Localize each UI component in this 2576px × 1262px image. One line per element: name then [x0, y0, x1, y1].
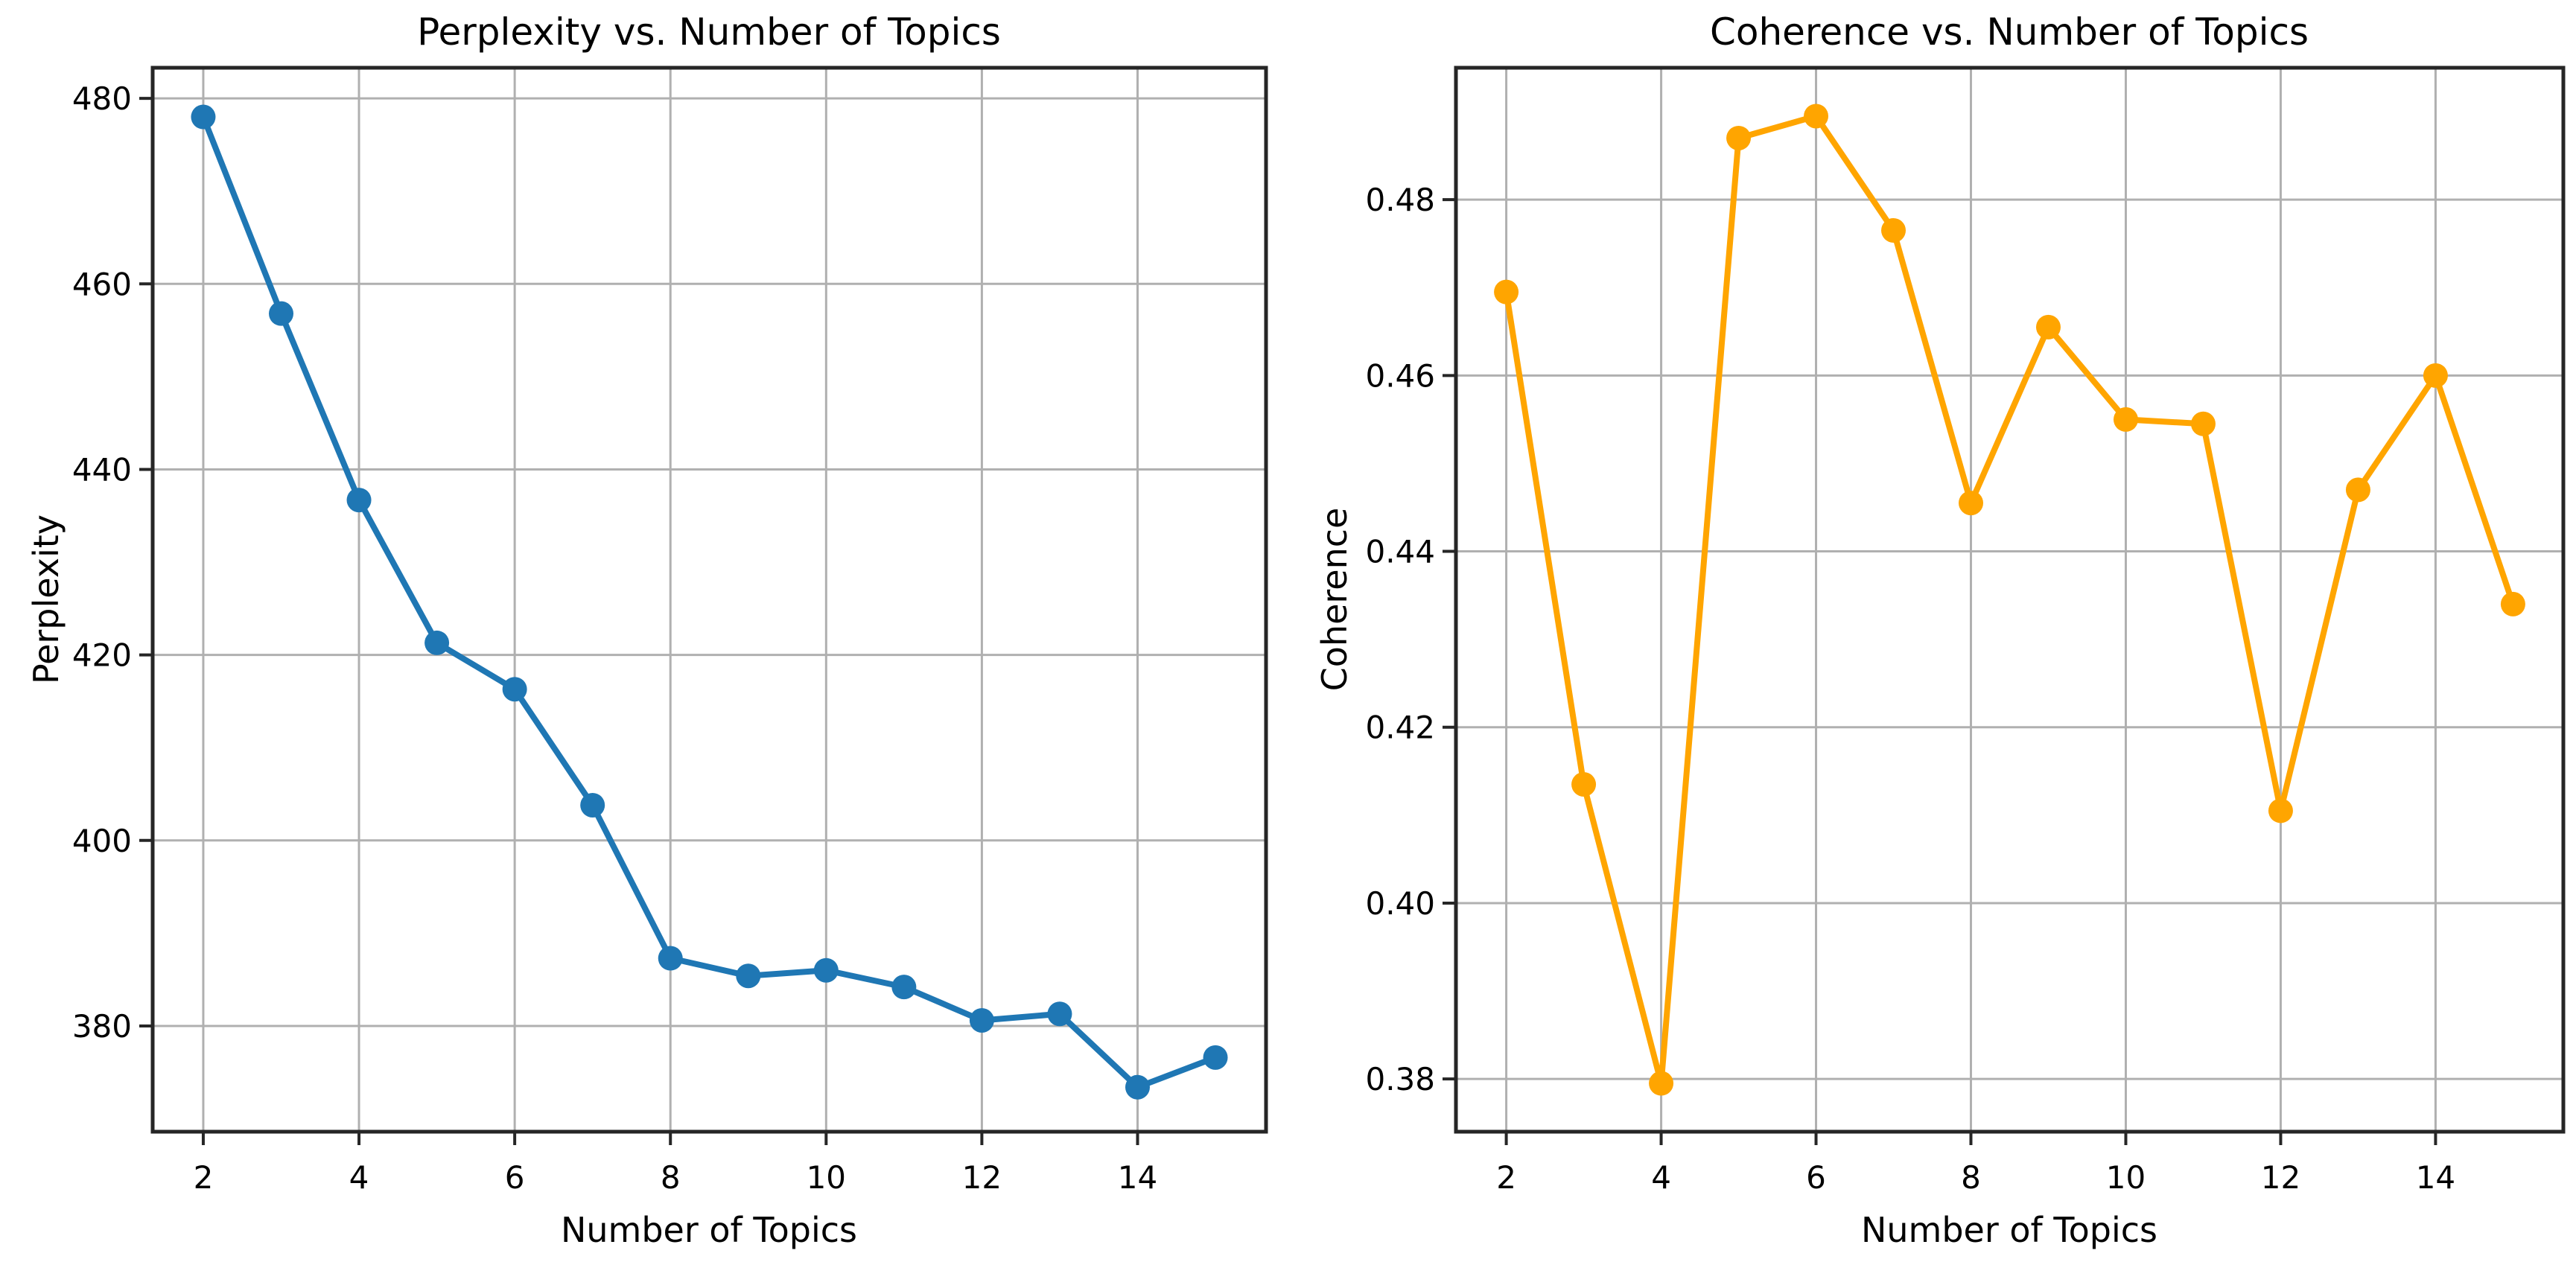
data-point-coherence-x11	[2190, 411, 2216, 436]
data-point-perplexity-x2	[191, 104, 216, 130]
x-tick-label-12: 12	[962, 1159, 1002, 1196]
data-point-perplexity-x5	[424, 630, 450, 655]
perplexity-plot-svg: 2 4 6 8 10 12 14 380 400 420 440 460 480 Perplexity …	[26, 10, 1268, 1250]
x-tick-label-14: 14	[1118, 1159, 1157, 1196]
y-tick-label-0.38: 0.38	[1365, 1061, 1435, 1097]
x-tick-label-10: 10	[2106, 1159, 2146, 1196]
data-point-perplexity-x14	[1125, 1074, 1150, 1100]
data-series	[1494, 103, 2525, 1096]
data-point-perplexity-x15	[1203, 1045, 1228, 1070]
x-tick-label-10: 10	[807, 1159, 846, 1196]
data-point-coherence-x7	[1881, 217, 1906, 243]
y-tick-label-480: 480	[72, 80, 132, 117]
data-point-perplexity-x9	[736, 963, 761, 989]
data-point-coherence-x8	[1959, 491, 1984, 516]
y-tick-label-440: 440	[72, 451, 132, 488]
x-tick-label-4: 4	[1651, 1159, 1671, 1196]
chart-title: Coherence vs. Number of Topics	[1710, 10, 2309, 54]
data-point-coherence-x4	[1649, 1071, 1674, 1096]
x-tick-label-8: 8	[1961, 1159, 1981, 1196]
y-tick-label-0.40: 0.40	[1365, 885, 1435, 922]
coherence-chart: 2 4 6 8 10 12 14 0.38 0.40 0.42 0.44 0.46 0.48 Coher…	[1288, 0, 2576, 1262]
data-point-coherence-x12	[2268, 798, 2293, 823]
axis-ticks: 2 4 6 8 10 12 14 380 400 420 440 460 480	[72, 80, 1157, 1196]
x-tick-label-2: 2	[1496, 1159, 1516, 1196]
data-point-coherence-x13	[2345, 477, 2370, 503]
data-series	[191, 104, 1228, 1100]
data-point-perplexity-x8	[658, 946, 683, 971]
data-point-coherence-x10	[2113, 407, 2138, 432]
x-tick-label-14: 14	[2416, 1159, 2455, 1196]
data-point-coherence-x15	[2500, 591, 2525, 616]
y-axis-label: Perplexity	[26, 514, 66, 684]
y-tick-label-0.46: 0.46	[1365, 357, 1435, 394]
data-point-perplexity-x7	[580, 792, 605, 818]
plot-border	[1454, 66, 2566, 1134]
data-point-coherence-x14	[2423, 363, 2448, 388]
data-point-perplexity-x11	[891, 975, 917, 1000]
data-point-perplexity-x10	[813, 957, 839, 983]
data-point-coherence-x2	[1494, 279, 1519, 305]
axis-ticks: 2 4 6 8 10 12 14 0.38 0.40 0.42 0.44 0.46 0.48	[1365, 182, 2455, 1196]
data-point-perplexity-x4	[346, 488, 372, 513]
x-tick-label-4: 4	[349, 1159, 369, 1196]
y-tick-label-420: 420	[72, 637, 132, 674]
x-axis-label: Number of Topics	[561, 1210, 857, 1250]
x-tick-label-12: 12	[2261, 1159, 2300, 1196]
x-tick-label-6: 6	[505, 1159, 525, 1196]
x-tick-label-6: 6	[1806, 1159, 1826, 1196]
data-point-perplexity-x13	[1047, 1001, 1072, 1027]
axes-frame	[150, 66, 1268, 1134]
y-tick-label-0.44: 0.44	[1365, 534, 1435, 570]
data-point-perplexity-x3	[269, 301, 293, 326]
y-tick-label-0.48: 0.48	[1365, 182, 1435, 218]
data-point-coherence-x5	[1726, 125, 1752, 150]
y-tick-label-380: 380	[72, 1008, 132, 1045]
axes-frame	[1454, 66, 2566, 1134]
x-axis-label: Number of Topics	[1861, 1210, 2157, 1250]
data-point-perplexity-x12	[969, 1007, 994, 1033]
gridlines	[1456, 68, 2563, 1132]
perplexity-chart: 2 4 6 8 10 12 14 380 400 420 440 460 480 Perplexity …	[26, 10, 1268, 1250]
data-point-coherence-x9	[2035, 314, 2061, 340]
y-tick-label-0.42: 0.42	[1365, 710, 1435, 746]
chart-title: Perplexity vs. Number of Topics	[417, 10, 1001, 54]
y-tick-label-460: 460	[72, 266, 132, 302]
data-point-coherence-x6	[1804, 103, 1829, 129]
data-point-perplexity-x6	[502, 677, 527, 702]
data-point-coherence-x3	[1571, 772, 1597, 797]
y-tick-label-400: 400	[72, 823, 132, 859]
gridlines	[153, 68, 1266, 1132]
coherence-plot-svg: 2 4 6 8 10 12 14 0.38 0.40 0.42 0.44 0.46 0.48 Coher…	[1314, 10, 2566, 1250]
x-tick-label-2: 2	[194, 1159, 214, 1196]
series-line-coherence	[1503, 112, 2516, 1087]
plot-border	[150, 66, 1268, 1134]
series-line-perplexity	[200, 114, 1219, 1091]
y-axis-label: Coherence	[1314, 508, 1355, 692]
x-tick-label-8: 8	[661, 1159, 681, 1196]
